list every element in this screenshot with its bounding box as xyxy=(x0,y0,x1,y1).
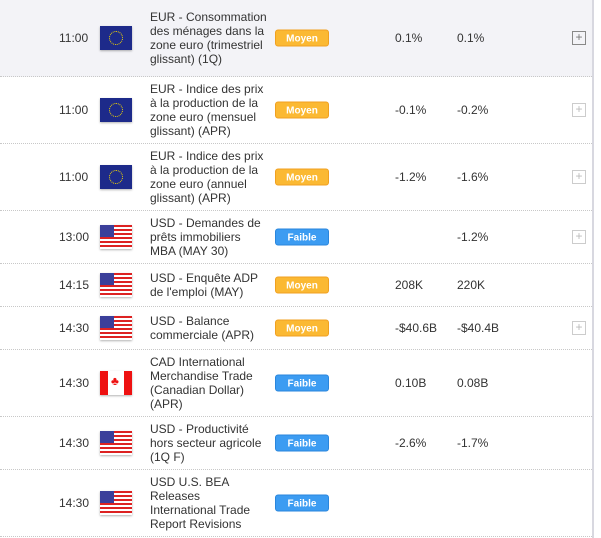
forecast-value: 0.08B xyxy=(457,376,489,390)
importance-badge: Faible xyxy=(275,374,329,392)
actual-value: -$40.6B xyxy=(395,321,438,335)
event-title[interactable]: USD - Balance commerciale (APR) xyxy=(150,314,255,342)
importance-badge: Moyen xyxy=(275,29,329,47)
us-flag-icon xyxy=(100,225,132,249)
event-row[interactable]: 14:30 USD - Productivité hors secteur ag… xyxy=(0,417,592,470)
eu-flag-icon xyxy=(100,165,132,189)
actual-value: 208K xyxy=(395,278,424,292)
event-title[interactable]: USD - Demandes de prêts immobiliers MBA … xyxy=(150,216,261,258)
us-flag-icon xyxy=(100,491,132,515)
us-flag-icon xyxy=(100,273,132,297)
event-time: 14:15 xyxy=(59,278,90,292)
event-time: 14:30 xyxy=(59,321,90,335)
eu-flag-icon xyxy=(100,26,132,50)
event-time: 11:00 xyxy=(59,170,89,184)
forecast-value: -0.2% xyxy=(457,103,489,117)
event-title[interactable]: USD - Productivité hors secteur agricole… xyxy=(150,422,262,464)
importance-badge: Faible xyxy=(275,494,329,512)
forecast-value: -$40.4B xyxy=(457,321,500,335)
actual-value: -1.2% xyxy=(395,170,427,184)
actual-value: 0.10B xyxy=(395,376,427,390)
event-title[interactable]: CAD International Merchandise Trade (Can… xyxy=(150,355,253,411)
actual-value: -2.6% xyxy=(395,436,427,450)
event-title[interactable]: EUR - Indice des prix à la production de… xyxy=(150,149,264,205)
event-time: 14:30 xyxy=(59,436,90,450)
event-row[interactable]: 11:00 EUR - Indice des prix à la product… xyxy=(0,77,592,144)
event-title[interactable]: EUR - Consommation des ménages dans la z… xyxy=(150,10,267,66)
eu-flag-icon xyxy=(100,98,132,122)
event-title[interactable]: USD U.S. BEA Releases International Trad… xyxy=(150,475,251,531)
importance-badge: Moyen xyxy=(275,101,329,119)
expand-plus-icon[interactable]: + xyxy=(572,321,586,335)
importance-badge: Moyen xyxy=(275,168,329,186)
importance-badge: Faible xyxy=(275,228,329,246)
event-row[interactable]: 13:00 USD - Demandes de prêts immobilier… xyxy=(0,211,592,264)
us-flag-icon xyxy=(100,431,132,455)
event-title[interactable]: USD - Enquête ADP de l'emploi (MAY) xyxy=(150,271,258,299)
event-row[interactable]: 14:30 USD U.S. BEA Releases Internationa… xyxy=(0,470,592,537)
canada-flag-icon xyxy=(100,371,132,395)
actual-value: -0.1% xyxy=(395,103,427,117)
forecast-value: -1.2% xyxy=(457,230,489,244)
expand-plus-icon[interactable]: + xyxy=(572,103,586,117)
importance-badge: Moyen xyxy=(275,319,329,337)
event-row[interactable]: 11:00 EUR - Indice des prix à la product… xyxy=(0,144,592,211)
event-row[interactable]: 11:00 EUR - Consommation des ménages dan… xyxy=(0,0,592,77)
event-row[interactable]: 14:30 CAD International Merchandise Trad… xyxy=(0,350,592,417)
event-time: 11:00 xyxy=(59,103,89,117)
event-time: 14:30 xyxy=(59,496,90,510)
expand-plus-icon[interactable]: + xyxy=(572,31,586,45)
forecast-value: -1.7% xyxy=(457,436,489,450)
forecast-value: 220K xyxy=(457,278,486,292)
forecast-value: -1.6% xyxy=(457,170,489,184)
importance-badge: Faible xyxy=(275,434,329,452)
event-time: 14:30 xyxy=(59,376,90,390)
event-time: 11:00 xyxy=(59,31,89,45)
event-row[interactable]: 14:15 USD - Enquête ADP de l'emploi (MAY… xyxy=(0,264,592,307)
event-row[interactable]: 14:30 USD - Balance commerciale (APR) Mo… xyxy=(0,307,592,350)
expand-plus-icon[interactable]: + xyxy=(572,170,586,184)
us-flag-icon xyxy=(100,316,132,340)
actual-value: 0.1% xyxy=(395,31,423,45)
event-title[interactable]: EUR - Indice des prix à la production de… xyxy=(150,82,264,138)
importance-badge: Moyen xyxy=(275,276,329,294)
expand-plus-icon[interactable]: + xyxy=(572,230,586,244)
event-time: 13:00 xyxy=(59,230,90,244)
forecast-value: 0.1% xyxy=(457,31,485,45)
